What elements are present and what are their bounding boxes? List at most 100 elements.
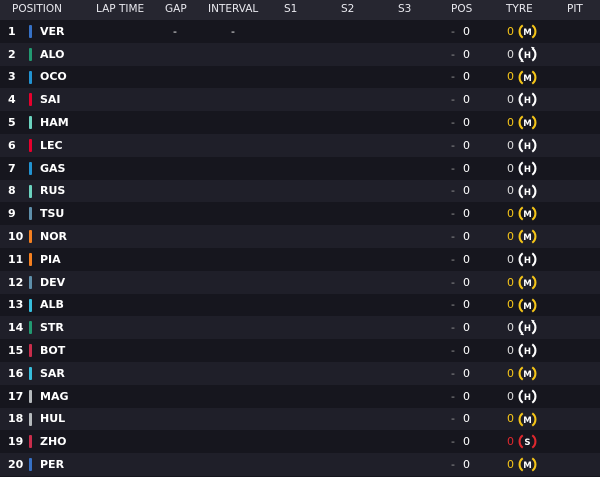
table-row[interactable]: 5 HAM - 0 0 M [0,111,600,134]
pos-change: 0 [463,275,470,289]
pos-change-indicator: - [451,138,455,152]
driver-code: VER [40,24,65,38]
tyre-compound: M [523,28,532,38]
tyre-M-icon: M [518,412,537,427]
tyre-compound: M [523,415,532,425]
header-tyre[interactable]: TYRE [506,3,533,15]
table-row[interactable]: 18 HUL - 0 0 M [0,407,600,431]
tyre-age: 0 [507,161,514,175]
pos-change: 0 [463,161,470,175]
tyre-M-icon: M [518,366,537,381]
pos-change-indicator: - [451,458,455,472]
table-row[interactable]: 15 BOT - 0 0 H [0,339,600,362]
header-s2[interactable]: S2 [341,3,355,15]
tyre-age: 0 [507,344,514,358]
driver-code: ZHO [40,435,67,449]
table-row[interactable]: 4 SAI - 0 0 H [0,88,600,112]
team-color-bar [29,366,32,380]
table-row[interactable]: 13 ALB - 0 0 M [0,293,600,317]
table-row[interactable]: 17 MAG - 0 0 H [0,384,600,408]
header-interval[interactable]: INTERVAL [208,3,259,15]
pos-change-indicator: - [451,184,455,198]
team-color-bar [29,298,32,312]
pos-change: 0 [463,321,470,335]
table-row[interactable]: 10 NOR - 0 0 M [0,225,600,248]
pos-change: 0 [463,298,470,312]
header-lap-time[interactable]: LAP TIME [96,3,145,15]
position: 6 [8,138,16,152]
tyre-M-icon: M [518,115,537,130]
driver-code: ALB [40,298,64,312]
header-s3[interactable]: S3 [398,3,412,15]
pos-change: 0 [463,252,470,266]
tyre-compound: H [524,142,531,152]
table-row[interactable]: 8 RUS - 0 0 H [0,179,600,203]
position: 9 [8,207,16,221]
team-color-bar [29,47,32,61]
team-color-bar [29,184,32,198]
table-row[interactable]: 6 LEC - 0 0 H [0,133,600,157]
position: 19 [8,435,24,449]
header-pit[interactable]: PIT [567,3,583,15]
driver-code: RUS [40,184,66,198]
pos-change-indicator: - [451,230,455,244]
driver-code: STR [40,321,64,335]
tyre-compound: S [524,438,530,448]
team-color-bar [29,321,32,335]
standings-list: 1 VER - - - 0 0 M 2 ALO - 0 0 H 3 OCO - 0 0 M… [0,20,600,476]
table-row[interactable]: 7 GAS - 0 0 H [0,156,600,180]
tyre-M-icon: M [518,275,537,290]
position: 12 [8,275,24,289]
tyre-age: 0 [507,116,514,130]
pos-change-indicator: - [451,298,455,312]
header-gap[interactable]: GAP [165,3,187,15]
pos-change: 0 [463,93,470,107]
table-row[interactable]: 9 TSU - 0 0 M [0,202,600,226]
driver-code: BOT [40,344,66,358]
interval: - [231,24,235,38]
tyre-H-icon: H [518,184,537,199]
pos-change: 0 [463,366,470,380]
table-row[interactable]: 3 OCO - 0 0 M [0,65,600,89]
position: 2 [8,47,16,61]
tyre-age: 0 [507,252,514,266]
tyre-age: 0 [507,230,514,244]
pos-change-indicator: - [451,344,455,358]
header-pos[interactable]: POS [451,3,473,15]
team-color-bar [29,138,32,152]
table-row[interactable]: 19 ZHO - 0 0 S [0,430,600,454]
table-row[interactable]: 16 SAR - 0 0 M [0,361,600,385]
table-row[interactable]: 11 PIA - 0 0 H [0,247,600,271]
position: 11 [8,252,24,266]
team-color-bar [29,207,32,221]
driver-code: GAS [40,161,66,175]
position: 7 [8,161,16,175]
tyre-M-icon: M [518,70,537,85]
tyre-compound: M [523,370,532,380]
header-position[interactable]: POSITION [12,3,62,15]
pos-change-indicator: - [451,24,455,38]
gap: - [173,24,177,38]
table-row[interactable]: 20 PER - 0 0 M [0,453,600,476]
pos-change-indicator: - [451,161,455,175]
tyre-compound: H [524,51,531,61]
position: 3 [8,70,16,84]
pos-change-indicator: - [451,116,455,130]
table-row[interactable]: 12 DEV - 0 0 M [0,270,600,294]
pos-change: 0 [463,116,470,130]
table-row[interactable]: 1 VER - - - 0 0 M [0,20,600,43]
header-s1[interactable]: S1 [284,3,298,15]
tyre-H-icon: H [518,161,537,176]
tyre-compound: M [523,210,532,220]
pos-change: 0 [463,435,470,449]
table-row[interactable]: 14 STR - 0 0 H [0,316,600,340]
table-row[interactable]: 2 ALO - 0 0 H [0,42,600,66]
tyre-age: 0 [507,24,514,38]
position: 15 [8,344,24,358]
driver-code: LEC [40,138,63,152]
team-color-bar [29,458,32,472]
tyre-H-icon: H [518,389,537,404]
pos-change: 0 [463,458,470,472]
pos-change-indicator: - [451,412,455,426]
pos-change-indicator: - [451,321,455,335]
